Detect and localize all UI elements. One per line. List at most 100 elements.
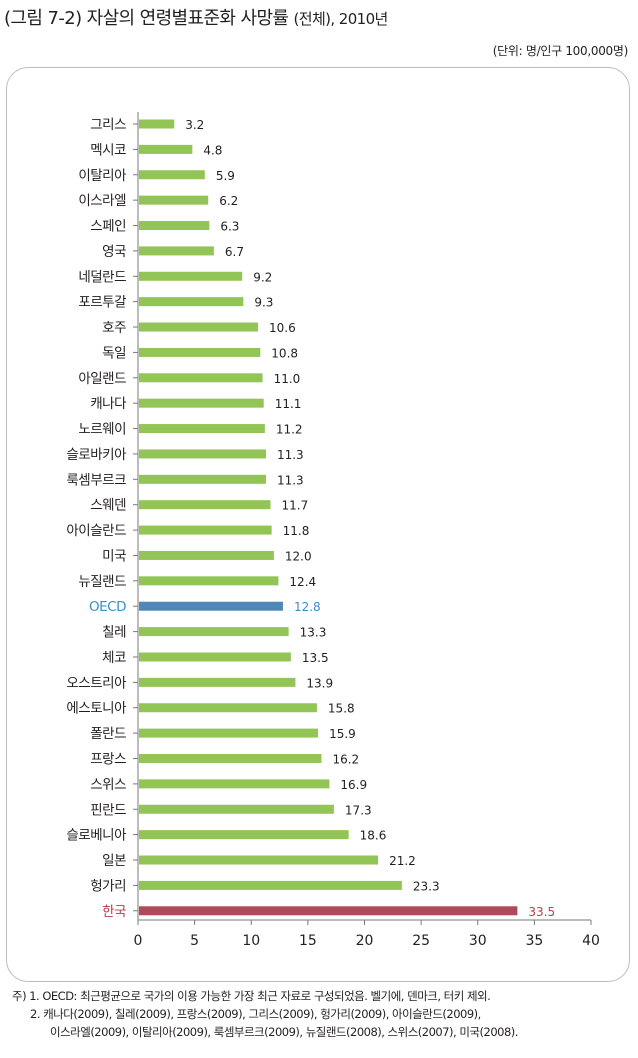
chart-panel (6, 67, 630, 982)
x-tick-label: 10 (242, 933, 260, 949)
x-tick-label: 30 (469, 933, 487, 949)
data-label: 3.2 (185, 118, 204, 132)
data-label: 6.3 (220, 220, 239, 234)
x-tick-label: 0 (134, 933, 143, 949)
category-label: 오스트리아 (66, 675, 127, 691)
bar (139, 627, 289, 637)
chart-title-year: 2010년 (334, 10, 389, 28)
category-label: 미국 (102, 548, 126, 564)
bar (139, 550, 274, 560)
category-label: OECD (89, 599, 126, 615)
data-label: 5.9 (216, 169, 235, 183)
category-label: 캐나다 (90, 396, 127, 412)
category-label: 스웨덴 (90, 498, 126, 514)
bar (139, 906, 518, 916)
x-tick-label: 25 (412, 933, 430, 949)
bar (139, 474, 266, 484)
footnote-1: 주) 1. OECD: 최근평균으로 국가의 이용 가능한 가장 최근 자료로 … (12, 989, 491, 1003)
data-label: 4.8 (203, 143, 222, 157)
x-tick-label: 35 (525, 933, 543, 949)
bar (139, 398, 264, 408)
category-label: 한국 (102, 904, 126, 920)
chart-title: (그림 7-2) 자살의 연령별표준화 사망률 (전체), 2010년 (4, 4, 634, 30)
category-label: 체코 (102, 650, 126, 666)
category-label: 핀란드 (90, 802, 126, 818)
bar (139, 347, 261, 357)
unit-label: (단위: 명/인구 100,000명) (492, 44, 629, 58)
bar (139, 525, 272, 535)
category-label: 아일랜드 (78, 371, 126, 387)
bar (139, 754, 322, 763)
bar (139, 652, 291, 662)
data-label: 9.2 (253, 270, 272, 284)
data-label: 13.5 (302, 651, 329, 665)
bar (139, 246, 214, 256)
bar (139, 119, 175, 129)
data-label: 10.6 (269, 321, 296, 335)
data-label: 15.8 (328, 702, 355, 716)
category-label: 프랑스 (90, 752, 126, 768)
bar (139, 880, 402, 890)
category-label: 슬로베니아 (66, 828, 127, 844)
data-label: 11.0 (274, 372, 301, 386)
category-label: 호주 (102, 320, 126, 336)
data-label: 13.3 (300, 626, 327, 640)
x-tick-label: 40 (582, 933, 600, 949)
data-label: 17.3 (345, 803, 372, 817)
data-label: 12.0 (285, 549, 312, 563)
data-label: 10.8 (271, 346, 298, 360)
category-label: 네덜란드 (78, 269, 126, 285)
category-label: 뉴질랜드 (78, 574, 126, 590)
category-label: 독일 (102, 345, 126, 361)
data-label: 21.2 (389, 854, 416, 868)
footnote-2: 2. 캐나다(2009), 칠레(2009), 프랑스(2009), 그리스(2… (30, 1007, 481, 1021)
category-label: 에스토니아 (66, 701, 127, 717)
data-label: 15.9 (329, 727, 356, 741)
bar (139, 855, 379, 865)
bar (139, 144, 193, 154)
data-label: 6.2 (219, 194, 238, 208)
data-label: 11.2 (276, 423, 303, 437)
category-label: 이스라엘 (78, 193, 126, 209)
bar (139, 830, 349, 840)
x-tick-label: 5 (190, 933, 199, 949)
x-tick-label: 20 (356, 933, 374, 949)
category-label: 슬로바키아 (66, 447, 127, 463)
bar (139, 170, 205, 180)
data-label: 16.9 (340, 778, 367, 792)
chart-title-main: (그림 7-2) 자살의 연령별표준화 사망률 (4, 8, 289, 29)
category-label: 포르투갈 (78, 295, 126, 311)
category-label: 노르웨이 (78, 422, 126, 438)
bar-chart: 0 5 10 15 20 25 30 35 40 그리스 3.2 멕시코 4.8 이탈리아 5.9 이스라엘 6… (66, 112, 600, 949)
x-tick-label: 15 (299, 933, 317, 949)
bar (139, 297, 244, 307)
data-label: 12.8 (294, 600, 321, 614)
footnotes: 주) 1. OECD: 최근평균으로 국가의 이용 가능한 가장 최근 자료로 … (12, 987, 632, 1041)
bar (139, 779, 330, 789)
footnote-3: 이스라엘(2009), 이탈리아(2009), 룩셈부르크(2009), 뉴질랜… (50, 1025, 518, 1039)
data-label: 11.1 (275, 397, 302, 411)
category-label: 스위스 (90, 777, 126, 793)
category-label: 폴란드 (90, 726, 126, 742)
data-label: 11.8 (283, 524, 310, 538)
data-label: 18.6 (360, 829, 387, 843)
data-label: 23.3 (413, 879, 440, 893)
data-label: 12.4 (289, 575, 316, 589)
bar (139, 728, 319, 738)
bar (139, 804, 334, 814)
category-label: 이탈리아 (78, 168, 127, 184)
bar (139, 449, 266, 459)
bar (139, 576, 279, 586)
category-label: 그리스 (90, 117, 126, 133)
data-label: 11.3 (277, 448, 304, 462)
data-label: 9.3 (254, 296, 273, 310)
data-label: 13.9 (306, 676, 333, 690)
category-label: 스페인 (90, 219, 126, 235)
data-label: 16.2 (332, 753, 359, 767)
category-label: 아이슬란드 (66, 523, 126, 539)
bar (139, 424, 265, 434)
category-label: 칠레 (102, 625, 126, 641)
bar (139, 195, 209, 205)
category-label: 영국 (102, 244, 126, 260)
category-label: 멕시코 (90, 142, 126, 158)
